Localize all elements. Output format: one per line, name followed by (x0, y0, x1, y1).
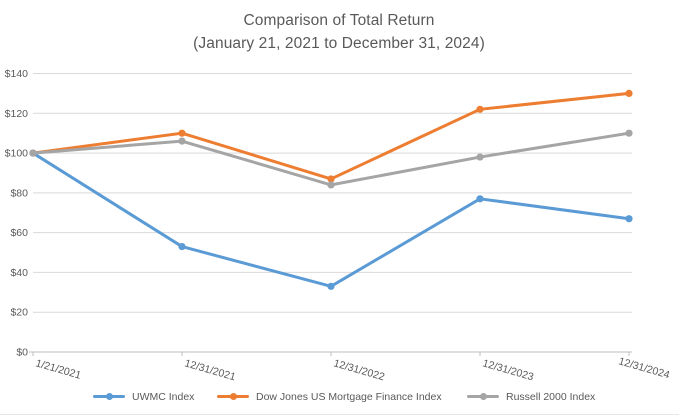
series-uwmc-index (29, 149, 633, 290)
data-point-russell-2000-index (476, 153, 484, 161)
chart-title: Comparison of Total Return (January 21, … (15, 9, 663, 55)
gridlines (33, 73, 632, 313)
legend-item-russell-2000-index: Russell 2000 Index (467, 389, 595, 404)
legend-dot-swatch (479, 393, 487, 400)
y-tick-label: $80 (10, 187, 28, 199)
data-point-uwmc-index (178, 242, 186, 251)
legend-marker-uwmc-index (93, 392, 125, 401)
series-dow-jones-us-mortgage-finance-index (29, 89, 633, 183)
legend-label-russell-2000-index: Russell 2000 Index (506, 390, 596, 403)
data-point-dow-jones-us-mortgage-finance-index (178, 129, 186, 137)
legend-dot-swatch (105, 393, 113, 400)
x-tick-label: 12/31/2022 (332, 357, 386, 383)
chart-title-line-1: Comparison of Total Return (243, 12, 435, 29)
data-point-dow-jones-us-mortgage-finance-index (476, 105, 484, 113)
y-tick-label: $120 (5, 108, 29, 120)
data-point-dow-jones-us-mortgage-finance-index (625, 89, 633, 97)
legend-marker-dow-jones-index (217, 392, 249, 401)
data-point-uwmc-index (327, 282, 335, 290)
legend-item-dow-jones-us-mortgage-finance-index: Dow Jones US Mortgage Finance Index (217, 389, 442, 404)
x-tick-label: 12/31/2024 (617, 355, 671, 381)
x-axis (29, 351, 632, 356)
data-point-uwmc-index (476, 195, 484, 203)
x-tick-label: 12/31/2023 (481, 357, 535, 383)
data-point-russell-2000-index (178, 137, 186, 145)
x-tick-label: 1/21/2021 (34, 357, 82, 381)
chart-title-line-2: (January 21, 2021 to December 31, 2024) (193, 35, 485, 52)
legend-label-uwmc-index: UWMC Index (132, 390, 195, 403)
data-point-russell-2000-index (327, 181, 335, 189)
y-tick-label: $100 (5, 148, 29, 160)
data-point-uwmc-index (625, 215, 633, 223)
y-tick-label: $0 (16, 347, 28, 359)
y-tick-label: $20 (10, 307, 28, 319)
y-tick-label: $60 (10, 227, 28, 239)
series-line-dow-jones-us-mortgage-finance-index (31, 91, 631, 181)
series-russell-2000-index (29, 129, 633, 189)
data-point-russell-2000-index (625, 129, 633, 137)
y-axis-tick-labels: $0 $20 $40 $60 $80 $100 $120 $140 (5, 68, 29, 359)
series-line-uwmc-index (31, 151, 631, 288)
data-point-russell-2000-index (29, 149, 37, 157)
legend-marker-russell-2000-index (467, 392, 499, 401)
y-tick-label: $40 (10, 267, 28, 279)
legend-item-uwmc-index: UWMC Index (93, 389, 194, 404)
legend-label-dow-jones-index: Dow Jones US Mortgage Finance Index (256, 390, 442, 403)
data-point-dow-jones-us-mortgage-finance-index (327, 175, 335, 183)
y-tick-label: $140 (5, 68, 29, 80)
legend-dot-swatch (229, 393, 237, 400)
x-tick-label: 12/31/2021 (183, 357, 237, 383)
x-axis-tick-labels: 1/21/2021 12/31/2021 12/31/2022 12/31/2023 1… (34, 355, 671, 383)
